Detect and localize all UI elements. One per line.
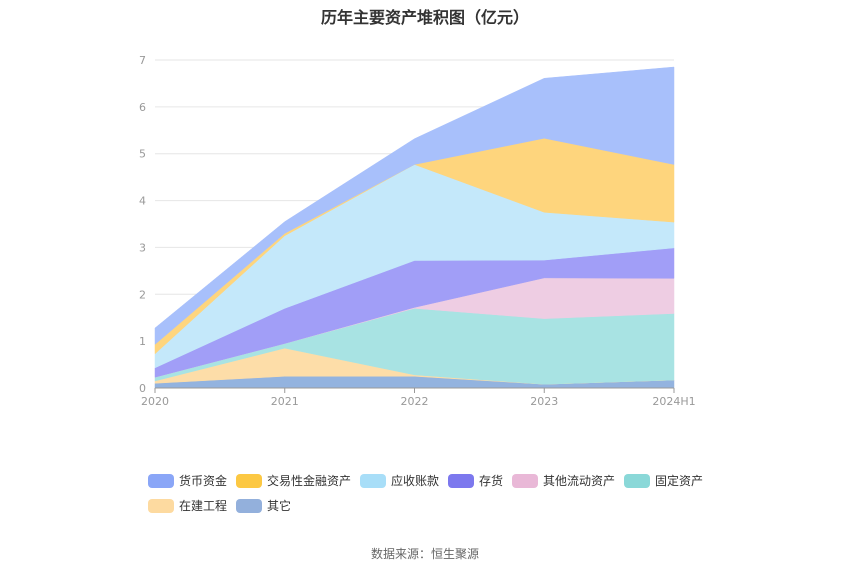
legend-label-other-current-assets: 其他流动资产 [543,474,616,488]
y-tick-label: 0 [139,382,146,395]
legend-item-receivables[interactable]: 应收账款 [360,472,439,489]
legend-swatch-trading-financial-assets [236,473,262,488]
legend-item-construction-in-progress[interactable]: 在建工程 [148,497,227,514]
legend-label-receivables: 应收账款 [391,474,440,488]
chart-title: 历年主要资产堆积图（亿元） [320,8,529,27]
y-tick-label: 7 [139,54,146,67]
legend-item-trading-financial-assets[interactable]: 交易性金融资产 [236,472,351,489]
data-source-note: 数据来源：恒生聚源 [370,547,479,561]
x-tick-label: 2020 [141,395,169,408]
legend-swatch-construction-in-progress [148,498,174,513]
y-tick-label: 4 [139,195,146,208]
legend-label-inventory: 存货 [479,474,504,488]
legend-item-other-current-assets[interactable]: 其他流动资产 [512,472,615,489]
y-tick-label: 1 [139,335,146,348]
legend-label-others: 其它 [267,499,292,513]
y-tick-label: 2 [139,288,146,301]
x-tick-label: 2022 [401,395,429,408]
legend-swatch-other-current-assets [512,473,538,488]
x-tick-label: 2023 [530,395,558,408]
legend-label-construction-in-progress: 在建工程 [179,499,228,513]
legend-swatch-fixed-assets [624,473,650,488]
legend-label-trading-financial-assets: 交易性金融资产 [267,474,352,488]
y-tick-label: 5 [139,148,146,161]
x-tick-label: 2024H1 [652,395,695,408]
legend-item-inventory[interactable]: 存货 [448,472,503,489]
legend-swatch-receivables [360,473,386,488]
legend-swatch-others [236,498,262,513]
legend-item-fixed-assets[interactable]: 固定资产 [624,472,703,489]
area-series-7[interactable] [154,66,675,345]
legend-label-fixed-assets: 固定资产 [655,474,704,488]
y-tick-label: 6 [139,101,146,114]
y-tick-label: 3 [139,241,146,254]
legend-swatch-cash [148,473,174,488]
x-tick-label: 2021 [271,395,299,408]
legend-label-cash: 货币资金 [179,474,228,488]
legend-swatch-inventory [448,473,474,488]
legend-item-others[interactable]: 其它 [236,497,291,514]
legend-item-cash[interactable]: 货币资金 [148,472,227,489]
